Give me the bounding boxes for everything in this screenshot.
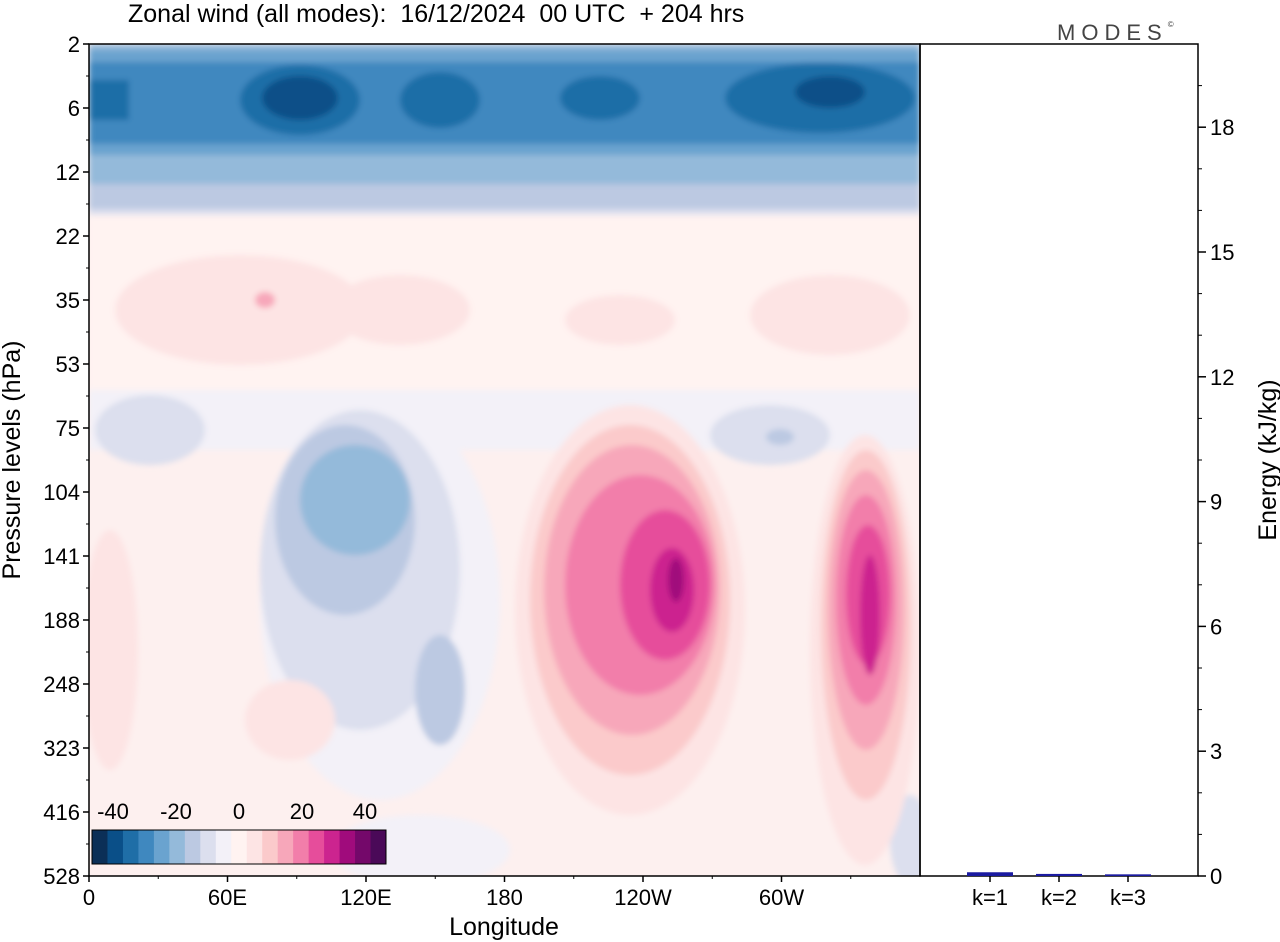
colorbar-swatch (153, 830, 170, 864)
energy-tick-label: 3 (1210, 739, 1222, 764)
energy-bars: k=1 k=2 k=3 (967, 872, 1151, 910)
easterly-core-5 (262, 76, 338, 120)
colorbar-label-4: 20 (290, 799, 314, 824)
y-tick-label: 53 (56, 352, 80, 377)
low-westerly-mid (245, 680, 335, 760)
strat-westerly-5 (255, 292, 275, 308)
colorbar-swatch (308, 830, 325, 864)
colorbar-swatch (262, 830, 279, 864)
colorbar-swatch (355, 830, 372, 864)
y-tick-label: 323 (43, 736, 80, 761)
energy-bar (1105, 874, 1151, 876)
colorbar-frame (91, 829, 387, 865)
energy-category-label: k=1 (972, 885, 1008, 910)
colorbar-label-3: 0 (233, 799, 245, 824)
tropo-easterly-left (95, 395, 205, 465)
colorbar: -40 -20 0 20 40 (91, 799, 387, 865)
colorbar-swatch (231, 830, 248, 864)
low-westerly-left (89, 530, 138, 770)
energy-tick-label: 15 (1210, 240, 1234, 265)
colorbar-swatch (92, 830, 108, 864)
x-tick-label: 60E (208, 885, 247, 910)
colorbar-swatch (339, 830, 356, 864)
pressure-axis: 2 6 12 22 35 53 75 104 141 188 248 323 416 528 (43, 32, 89, 889)
energy-category-label: k=3 (1110, 885, 1146, 910)
y-axis-title: Pressure levels (hPa) (0, 341, 26, 580)
strat-westerly-2 (330, 275, 470, 345)
easterly-core-2 (400, 72, 480, 128)
x-tick-label: 0 (83, 885, 95, 910)
jet1-core (668, 558, 684, 602)
energy-bar (967, 872, 1013, 876)
easterly-core-3 (560, 76, 640, 120)
colorbar-label-2: -20 (160, 799, 192, 824)
zonal-wind-heatmap (89, 44, 920, 876)
y-tick-label: 141 (43, 544, 80, 569)
energy-axis-title: Energy (kJ/kg) (1254, 379, 1280, 540)
colorbar-swatch (215, 830, 232, 864)
colorbar-swatch (293, 830, 310, 864)
colorbar-label-5: 40 (353, 799, 377, 824)
energy-category-label: k=2 (1041, 885, 1077, 910)
tropo-easterly-tail (415, 635, 465, 745)
x-tick-label: 60W (759, 885, 804, 910)
y-tick-label: 22 (56, 224, 80, 249)
strat-westerly-4 (750, 275, 910, 355)
energy-tick-label: 9 (1210, 490, 1222, 515)
y-tick-label: 528 (43, 864, 80, 889)
tropo-easterly-east-core (766, 429, 794, 445)
colorbar-swatch (169, 830, 186, 864)
strat-westerly-3 (565, 295, 675, 345)
easterly-left-edge (89, 80, 129, 120)
strat-westerly-1 (115, 255, 365, 365)
longitude-axis: 0 60E 120E 180 120W 60W (83, 876, 852, 910)
y-tick-label: 75 (56, 416, 80, 441)
colorbar-swatch (370, 830, 387, 864)
y-tick-label: 12 (56, 160, 80, 185)
y-tick-label: 416 (43, 800, 80, 825)
energy-tick-label: 12 (1210, 365, 1234, 390)
colorbar-swatch (200, 830, 217, 864)
y-tick-label: 248 (43, 672, 80, 697)
energy-tick-label: 0 (1210, 864, 1222, 889)
copyright-mark: © (1167, 20, 1174, 29)
colorbar-swatch (122, 830, 139, 864)
easterly-core-6 (795, 76, 865, 108)
colorbar-swatch (138, 830, 155, 864)
colorbar-swatch (184, 830, 201, 864)
colorbar-swatch (246, 830, 263, 864)
colorbar-swatch (107, 830, 124, 864)
x-tick-label: 120W (614, 885, 672, 910)
logo-text: MODES (1057, 20, 1168, 45)
y-tick-label: 188 (43, 608, 80, 633)
x-tick-label: 180 (486, 885, 523, 910)
jet2-level6 (860, 555, 880, 675)
y-tick-label: 104 (43, 480, 80, 505)
x-tick-label: 120E (340, 885, 391, 910)
y-tick-label: 35 (56, 288, 80, 313)
colorbar-swatch (324, 830, 341, 864)
tropo-easterly-core (300, 445, 410, 555)
modes-logo: MODES© (1057, 20, 1174, 46)
y-tick-label: 6 (68, 96, 80, 121)
energy-panel-frame (919, 43, 1199, 877)
energy-tick-label: 18 (1210, 115, 1234, 140)
energy-tick-label: 6 (1210, 614, 1222, 639)
energy-bar (1036, 873, 1082, 876)
colorbar-swatch (277, 830, 294, 864)
energy-axis: 0 3 6 9 12 15 18 (1198, 85, 1234, 889)
colorbar-label-1: -40 (97, 799, 129, 824)
x-axis-title: Longitude (449, 913, 559, 941)
y-tick-label: 2 (68, 32, 80, 57)
chart-title: Zonal wind (all modes): 16/12/2024 00 UT… (128, 0, 745, 28)
